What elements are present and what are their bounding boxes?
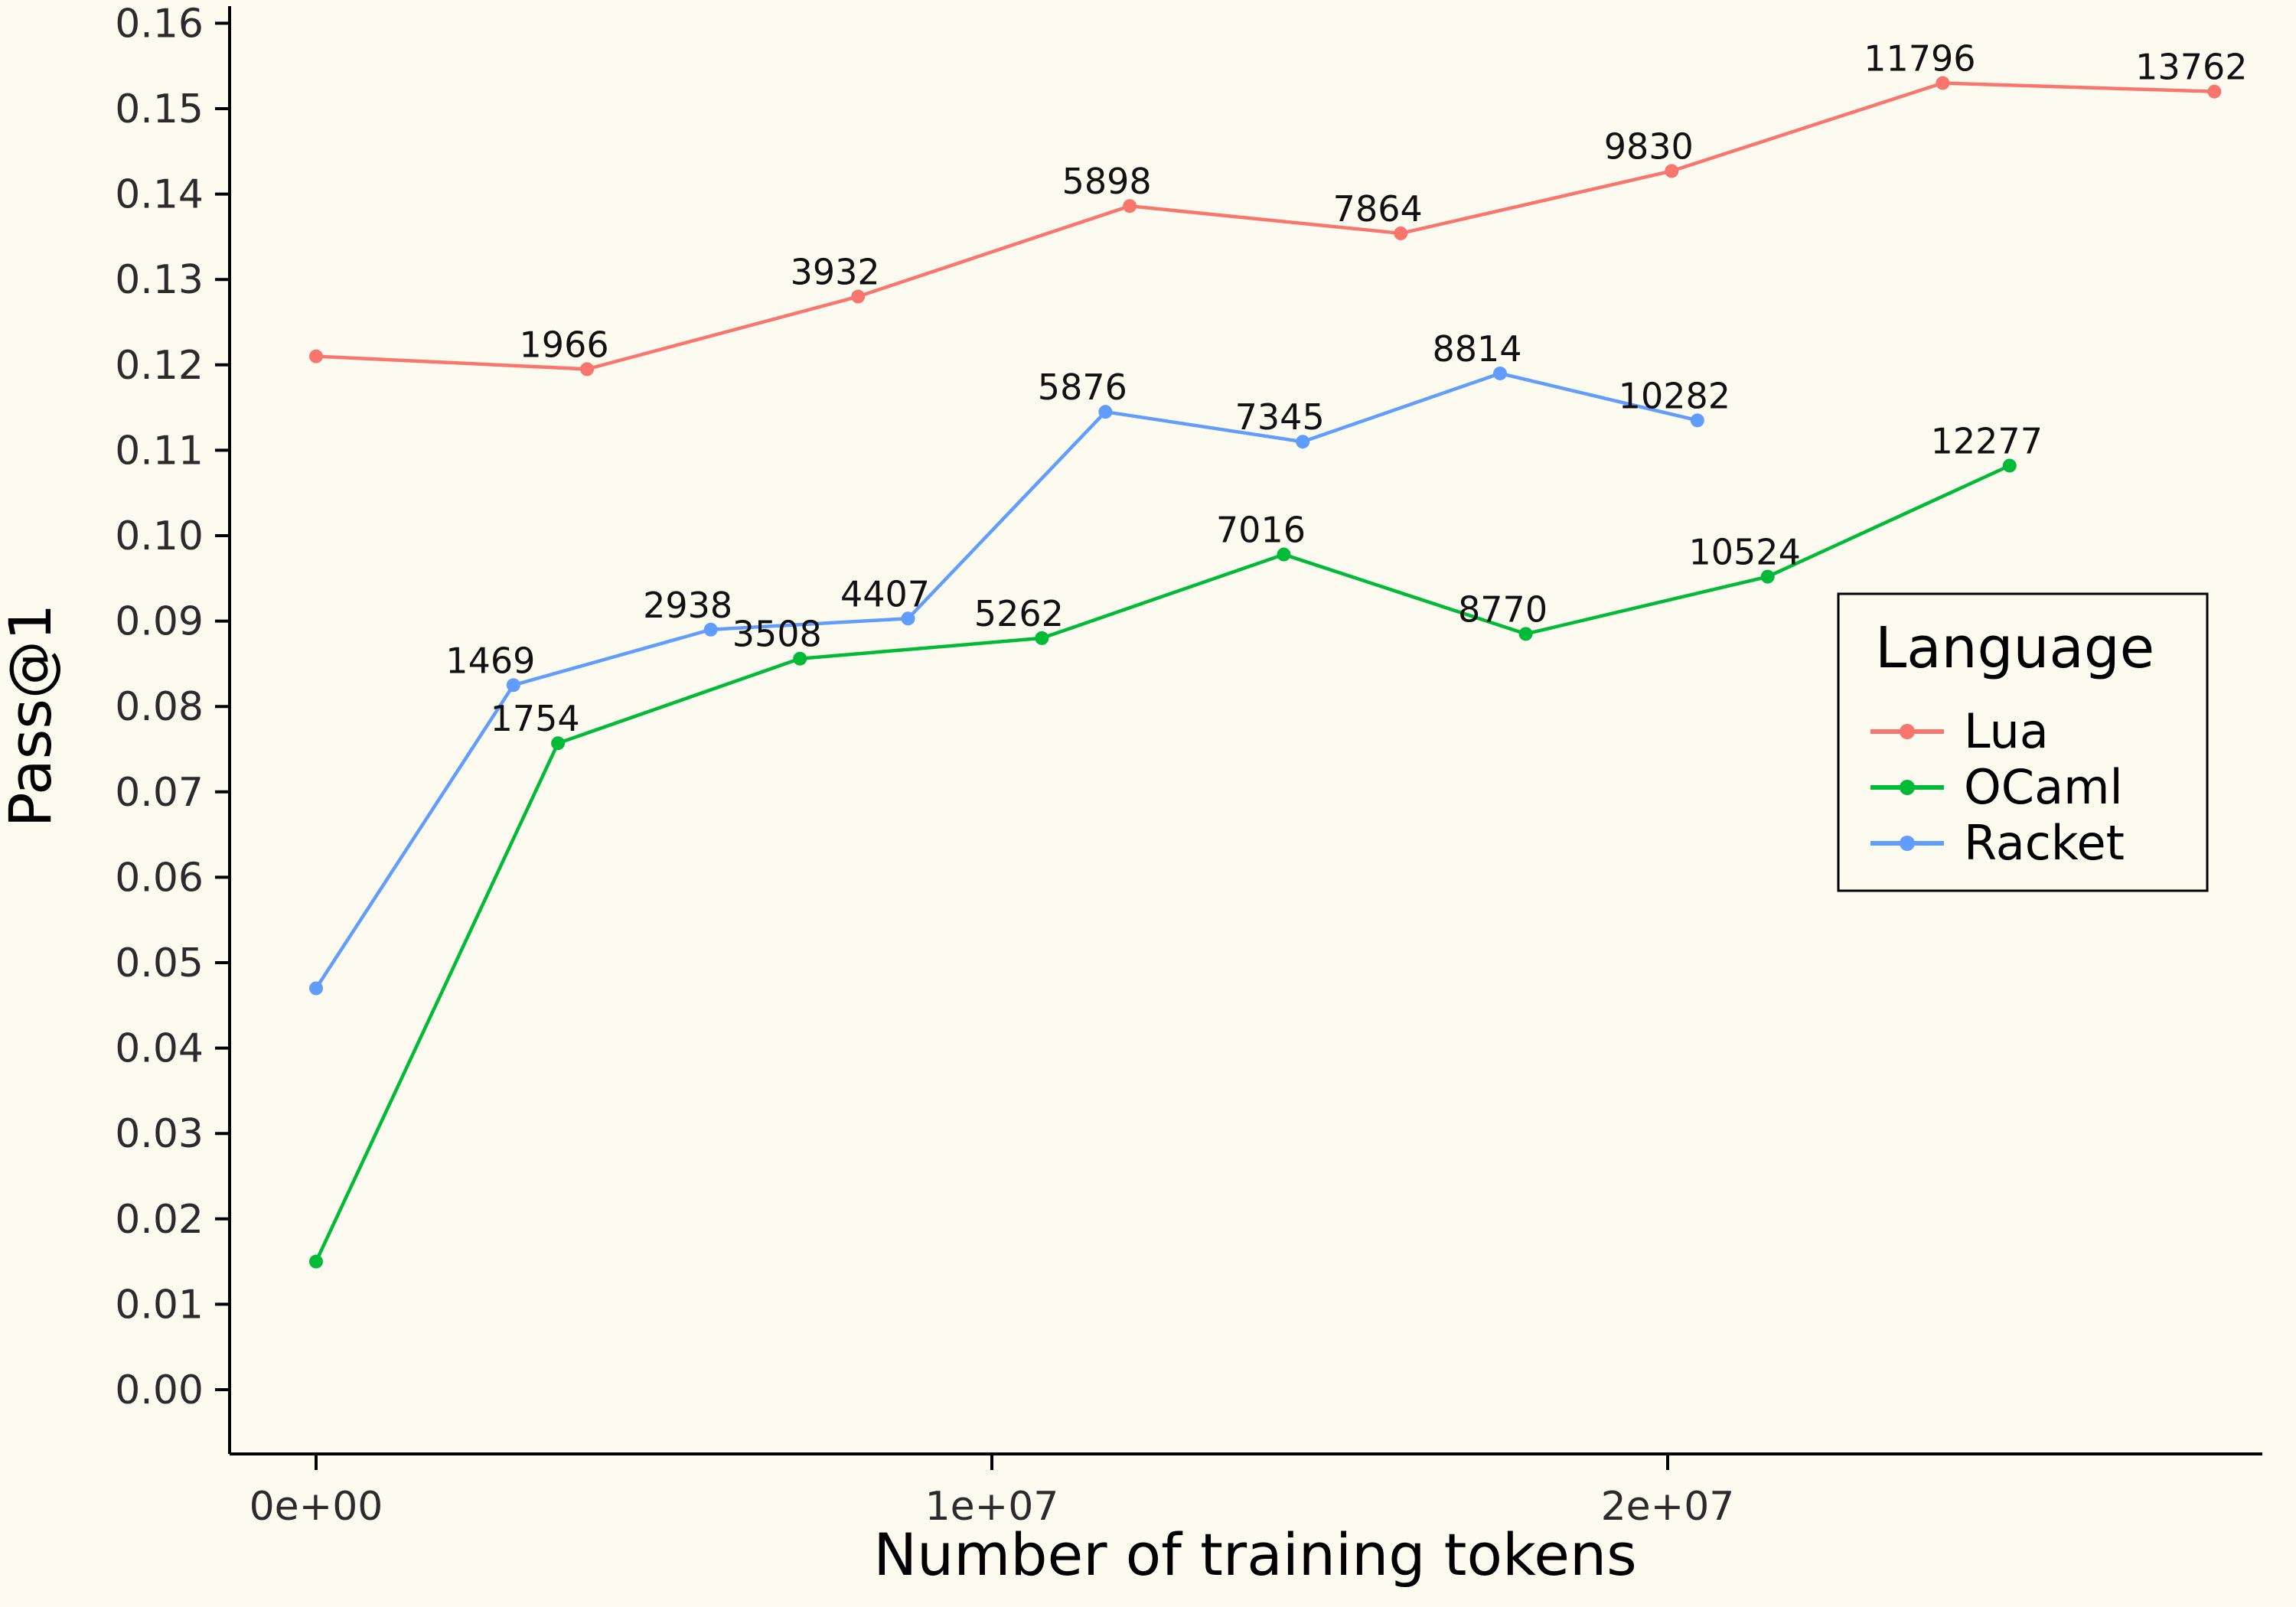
- series-line-racket: [315, 371, 1698, 989]
- data-point-label: 12277: [1931, 420, 2043, 461]
- x-tick-label: 0e+00: [249, 1484, 383, 1530]
- x-axis-title: Number of training tokens: [873, 1521, 1637, 1589]
- data-point-ocaml: [551, 736, 566, 751]
- y-axis-title: Pass@1: [0, 604, 64, 828]
- data-point-label: 8770: [1458, 588, 1548, 630]
- data-point-label: 7864: [1333, 188, 1423, 230]
- legend-label-ocaml: OCaml: [1964, 759, 2123, 815]
- data-point-label: 13762: [2135, 47, 2247, 88]
- data-point-racket: [703, 622, 718, 637]
- data-point-label: 3508: [732, 614, 822, 655]
- data-point-racket: [1098, 405, 1113, 419]
- data-point-lua: [1394, 226, 1408, 240]
- data-point-label: 5876: [1038, 367, 1127, 408]
- y-tick-label: 0.16: [115, 1, 204, 47]
- x-tick-label: 2e+07: [1601, 1484, 1735, 1530]
- data-point-ocaml: [2002, 458, 2017, 473]
- legend-title: Language: [1875, 615, 2154, 681]
- series-line-ocaml: [314, 464, 2011, 1263]
- y-tick-label: 0.02: [115, 1197, 204, 1243]
- axes: 0.00 0.01 0.02 0.03 0.04 0.05 0.06 0.07 0.08 0.09…: [115, 1, 2262, 1530]
- data-point-ocaml: [1277, 547, 1291, 562]
- series-line-lua: [315, 81, 2215, 371]
- data-point-racket: [1493, 366, 1508, 380]
- data-point-lua: [309, 349, 323, 363]
- data-point-ocaml: [309, 1254, 323, 1269]
- y-tick-label: 0.12: [115, 343, 204, 389]
- data-point-label: 7016: [1216, 510, 1306, 551]
- y-tick-label: 0.15: [115, 86, 204, 132]
- data-point-label: 1754: [491, 698, 580, 739]
- data-point-racket: [309, 981, 323, 996]
- legend-key-point-ocaml: [1900, 780, 1915, 795]
- data-point-ocaml: [1035, 631, 1049, 645]
- data-point-label: 8814: [1432, 328, 1521, 370]
- y-tick-label: 0.09: [115, 599, 204, 645]
- data-point-lua: [851, 289, 866, 304]
- y-tick-label: 0.10: [115, 513, 204, 559]
- data-point-label: 10282: [1619, 375, 1730, 416]
- y-tick-label: 0.14: [115, 172, 204, 218]
- y-tick-label: 0.13: [115, 257, 204, 303]
- data-point-label: 7345: [1235, 396, 1325, 438]
- y-tick-label: 0.01: [115, 1282, 204, 1328]
- y-tick-label: 0.07: [115, 770, 204, 816]
- data-point-label: 11796: [1864, 38, 1975, 80]
- data-point-label: 1966: [520, 324, 609, 365]
- data-point-racket: [901, 611, 915, 626]
- y-tick-label: 0.03: [115, 1111, 204, 1157]
- data-point-label: 10524: [1689, 532, 1801, 573]
- data-point-lua: [1123, 199, 1137, 214]
- y-tick-label: 0.11: [115, 428, 204, 474]
- legend-label-lua: Lua: [1964, 703, 2049, 759]
- data-point-lua: [580, 362, 595, 376]
- data-point-ocaml: [793, 651, 807, 666]
- data-point-label: 2938: [643, 585, 732, 626]
- data-point-label: 5898: [1062, 161, 1152, 202]
- data-point-racket: [1296, 435, 1310, 449]
- legend-key-point-racket: [1900, 836, 1915, 851]
- series: [309, 76, 2222, 1269]
- data-point-lua: [1665, 164, 1679, 178]
- legend-label-racket: Racket: [1964, 815, 2125, 871]
- data-point-lua: [1936, 76, 1950, 90]
- x-tick-label: 1e+07: [925, 1484, 1059, 1530]
- data-point-racket: [506, 678, 520, 693]
- y-tick-label: 0.04: [115, 1026, 204, 1072]
- data-point-label: 1469: [445, 640, 535, 681]
- y-tick-label: 0.08: [115, 684, 204, 730]
- data-point-label: 9830: [1604, 125, 1694, 167]
- y-tick-label: 0.00: [115, 1367, 204, 1413]
- data-point-racket: [1690, 413, 1704, 428]
- y-tick-label: 0.05: [115, 940, 204, 986]
- data-point-label: 3932: [791, 252, 880, 293]
- point-labels: 1966 3932 5898 7864 9830 11796 13762 1754 3508 52…: [445, 38, 2247, 740]
- data-point-lua: [2207, 84, 2222, 99]
- data-point-label: 4407: [840, 573, 930, 614]
- data-point-label: 5262: [974, 593, 1064, 634]
- y-tick-label: 0.06: [115, 855, 204, 901]
- legend-key-point-lua: [1900, 724, 1915, 739]
- data-point-ocaml: [1518, 627, 1533, 641]
- data-point-ocaml: [1760, 569, 1775, 584]
